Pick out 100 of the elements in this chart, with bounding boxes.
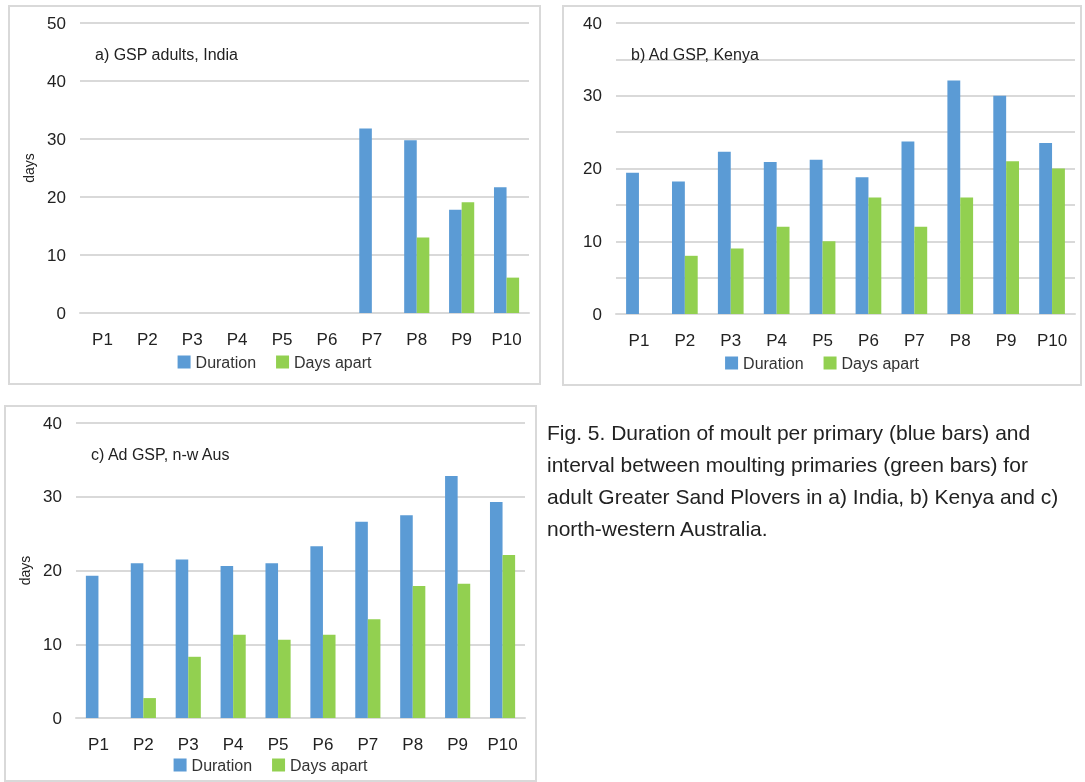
y-tick-label: 30: [47, 129, 66, 149]
y-tick-label: 30: [43, 487, 62, 507]
x-tick-label: P5: [271, 330, 293, 349]
x-tick-label: P10: [1036, 331, 1068, 350]
y-tick-label: 50: [47, 13, 66, 33]
bar: [457, 583, 471, 718]
y-tick-label: 0: [52, 708, 62, 728]
bar: [489, 501, 503, 718]
bar: [188, 656, 201, 718]
x-tick-label: P10: [491, 330, 522, 349]
legend-label: Duration: [195, 353, 257, 371]
legend-label: Duration: [743, 354, 804, 372]
legend-label: Days apart: [841, 354, 920, 372]
x-tick-label: P4: [226, 330, 248, 349]
bar: [449, 209, 462, 313]
bar: [493, 187, 507, 313]
y-tick-label: 10: [43, 634, 62, 654]
x-tick-label: P5: [812, 331, 833, 350]
text: b) Ad GSP, Kenya: [631, 45, 759, 63]
bar: [278, 639, 291, 718]
caption: Fig. 5. Duration of moult per primary (blue bars) and interval between moulting primaries (green bars) for adult Greater Sand Plovers in a) India, b) Kenya and c) north-western Australia.: [547, 420, 1060, 542]
bar: [1006, 161, 1019, 314]
x-tick-label: P8: [406, 330, 428, 349]
y-tick-label: 30: [583, 86, 602, 106]
bar: [626, 172, 639, 314]
bar: [367, 619, 381, 718]
bar: [993, 95, 1007, 314]
legend-label: Days apart: [290, 756, 368, 774]
x-tick-label: P6: [858, 331, 879, 350]
x-tick-label: P3: [177, 735, 199, 754]
y-tick-label: 40: [47, 71, 66, 91]
bar: [416, 237, 430, 313]
bar: [85, 575, 99, 718]
x-tick-label: P1: [92, 330, 113, 349]
text: a) GSP adults, India: [95, 45, 238, 63]
bar: [763, 161, 777, 314]
y-tick-label: 20: [583, 159, 602, 178]
bar: [672, 181, 685, 314]
x-tick-label: P2: [136, 330, 158, 349]
x-tick-label: P3: [181, 330, 203, 349]
bar: [947, 80, 961, 314]
y-tick-label: 40: [43, 413, 62, 433]
bar: [901, 141, 915, 314]
x-tick-label: P9: [451, 330, 473, 349]
bar: [461, 202, 475, 313]
bar: [1039, 143, 1053, 314]
y-tick-label: 20: [43, 561, 62, 580]
y-tick-label: 40: [583, 13, 602, 33]
bar: [233, 634, 246, 718]
y-tick-label: 0: [592, 304, 602, 324]
y-tick-label: 10: [47, 245, 66, 265]
bar: [143, 698, 156, 718]
x-tick-label: P9: [995, 331, 1017, 350]
x-tick-label: P10: [487, 735, 518, 754]
y-tick-label: 20: [47, 187, 66, 207]
y-axis-title: days: [17, 555, 34, 586]
bar: [730, 248, 744, 314]
x-tick-label: P5: [267, 735, 289, 754]
y-axis-title: days: [21, 153, 38, 183]
bar: [400, 515, 413, 718]
bar: [717, 151, 731, 314]
x-tick-label: P2: [674, 331, 696, 350]
x-tick-label: P2: [132, 735, 154, 754]
bar: [1052, 168, 1065, 314]
legend-label: Duration: [191, 756, 253, 774]
x-tick-label: P4: [222, 735, 244, 754]
x-tick-label: P6: [316, 330, 338, 349]
bar: [960, 197, 974, 314]
bar: [822, 241, 836, 314]
bar: [175, 559, 189, 718]
text: c) Ad GSP, n-w Aus: [91, 445, 230, 463]
bar: [776, 226, 790, 314]
x-tick-label: P1: [88, 735, 109, 754]
bar: [914, 226, 928, 314]
bar: [355, 521, 368, 718]
x-tick-label: P8: [402, 735, 424, 754]
bar: [502, 555, 516, 718]
bar: [310, 546, 323, 718]
bar: [359, 128, 372, 313]
bar: [220, 566, 234, 718]
legend-label: Days apart: [294, 353, 372, 371]
x-tick-label: P8: [949, 331, 971, 350]
bar: [868, 197, 882, 314]
bar: [322, 634, 336, 718]
x-tick-label: P6: [312, 735, 334, 754]
x-tick-label: P1: [628, 331, 650, 350]
bar: [506, 277, 520, 313]
bar: [445, 476, 458, 718]
bar: [265, 563, 279, 718]
y-tick-label: 10: [583, 231, 602, 251]
x-tick-label: P7: [357, 735, 379, 754]
y-tick-label: 0: [56, 303, 66, 323]
x-tick-label: P9: [447, 735, 469, 754]
bar: [412, 585, 426, 718]
bar: [404, 140, 417, 313]
x-tick-label: P7: [361, 330, 383, 349]
x-tick-label: P4: [766, 331, 788, 350]
bar: [130, 563, 144, 718]
x-tick-label: P3: [720, 331, 742, 350]
bar: [855, 177, 869, 314]
